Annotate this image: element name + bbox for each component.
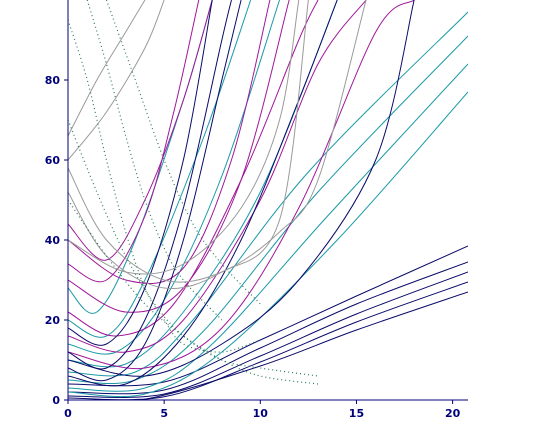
series-line-21 bbox=[68, 0, 242, 382]
x-tick-label: 5 bbox=[160, 407, 168, 420]
series-line-24 bbox=[68, 0, 338, 387]
series-line-28 bbox=[68, 0, 165, 161]
y-tick-label: 80 bbox=[45, 74, 61, 87]
series-line-18 bbox=[68, 0, 271, 285]
series-layer bbox=[68, 0, 468, 400]
series-line-17 bbox=[68, 0, 290, 313]
series-line-34 bbox=[86, 0, 223, 321]
series-line-32 bbox=[68, 119, 319, 377]
y-tick-label: 40 bbox=[45, 234, 61, 247]
series-line-25 bbox=[68, 0, 415, 377]
series-line-30 bbox=[68, 0, 300, 275]
series-line-2 bbox=[68, 261, 468, 395]
series-line-7 bbox=[68, 63, 468, 392]
y-tick-label: 0 bbox=[52, 394, 60, 407]
y-tick-label: 60 bbox=[45, 154, 61, 167]
x-tick-label: 10 bbox=[253, 407, 269, 420]
series-line-27 bbox=[68, 0, 309, 290]
series-line-13 bbox=[68, 0, 213, 314]
series-line-11 bbox=[68, 0, 281, 355]
series-line-14 bbox=[68, 0, 415, 370]
series-line-3 bbox=[68, 271, 468, 398]
series-line-4 bbox=[68, 281, 468, 400]
x-tick-label: 0 bbox=[64, 407, 72, 420]
series-line-16 bbox=[68, 0, 319, 337]
tick-layer: 0 5 10 15 20 0 20 40 60 80 bbox=[45, 74, 461, 420]
axis-layer bbox=[67, 0, 468, 401]
series-line-22 bbox=[68, 0, 232, 370]
y-tick-label: 20 bbox=[45, 314, 61, 327]
series-line-9 bbox=[68, 11, 468, 377]
x-tick-label: 20 bbox=[445, 407, 461, 420]
series-line-20 bbox=[68, 0, 200, 283]
series-line-33 bbox=[68, 199, 319, 385]
series-line-19 bbox=[68, 0, 213, 261]
x-tick-label: 15 bbox=[349, 407, 364, 420]
series-line-5 bbox=[68, 291, 468, 400]
series-line-23 bbox=[68, 0, 213, 346]
series-line-6 bbox=[68, 91, 468, 398]
series-line-35 bbox=[105, 0, 261, 305]
series-line-31 bbox=[68, 19, 261, 353]
series-line-1 bbox=[68, 245, 468, 387]
series-line-8 bbox=[68, 35, 468, 385]
series-line-29 bbox=[68, 0, 146, 137]
